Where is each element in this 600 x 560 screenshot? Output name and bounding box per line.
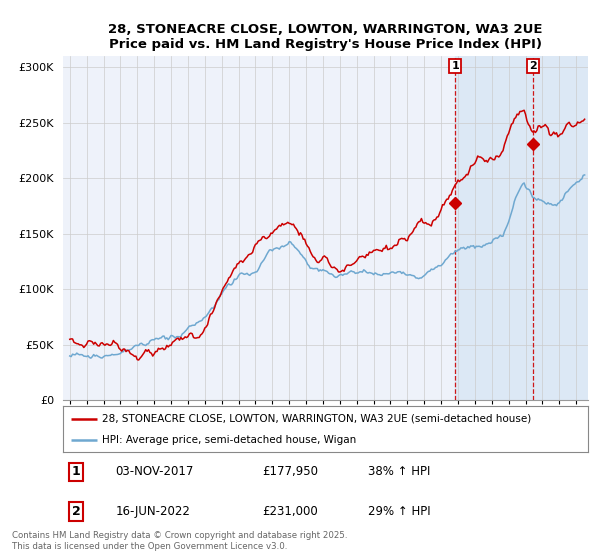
Text: Contains HM Land Registry data © Crown copyright and database right 2025.
This d: Contains HM Land Registry data © Crown c… <box>12 531 347 551</box>
Text: 2: 2 <box>72 505 80 518</box>
Text: 38% ↑ HPI: 38% ↑ HPI <box>367 465 430 478</box>
Text: HPI: Average price, semi-detached house, Wigan: HPI: Average price, semi-detached house,… <box>103 436 356 445</box>
Text: 29% ↑ HPI: 29% ↑ HPI <box>367 505 430 518</box>
Text: 16-JUN-2022: 16-JUN-2022 <box>115 505 190 518</box>
Text: £177,950: £177,950 <box>263 465 319 478</box>
Text: 2: 2 <box>529 61 537 71</box>
Text: 03-NOV-2017: 03-NOV-2017 <box>115 465 194 478</box>
Title: 28, STONEACRE CLOSE, LOWTON, WARRINGTON, WA3 2UE
Price paid vs. HM Land Registry: 28, STONEACRE CLOSE, LOWTON, WARRINGTON,… <box>108 22 543 50</box>
Text: 1: 1 <box>72 465 80 478</box>
Text: £231,000: £231,000 <box>263 505 318 518</box>
Text: 1: 1 <box>451 61 459 71</box>
Text: 28, STONEACRE CLOSE, LOWTON, WARRINGTON, WA3 2UE (semi-detached house): 28, STONEACRE CLOSE, LOWTON, WARRINGTON,… <box>103 414 532 424</box>
Bar <box>455 56 600 400</box>
